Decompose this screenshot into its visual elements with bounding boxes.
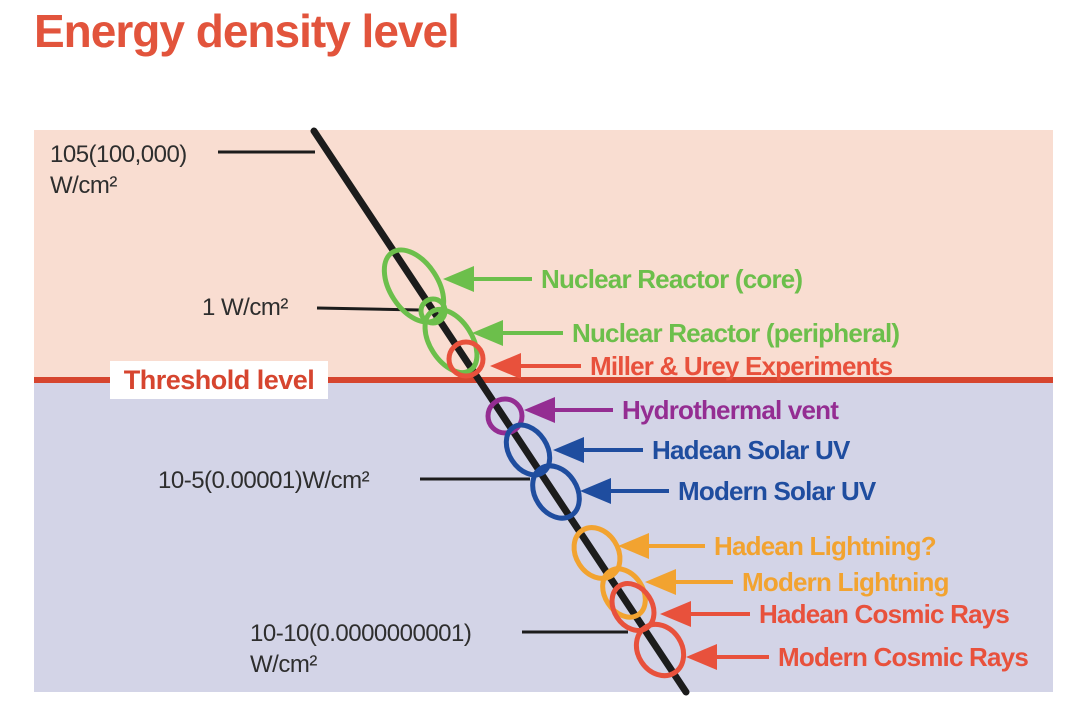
arrowhead-hadean-cosmic-rays [660, 601, 691, 627]
energy-density-line [310, 127, 690, 696]
marker-modern-solar-uv [530, 463, 582, 521]
annotation-label-hadean-lightning: Hadean Lightning? [714, 531, 936, 561]
arrowhead-miller-urey-experiments [490, 353, 521, 379]
marker-modern-lightning [600, 566, 648, 620]
arrowhead-hydrothermal-vent [524, 397, 555, 423]
region-above-threshold [34, 130, 1053, 380]
arrowhead-modern-cosmic-rays [686, 644, 717, 670]
annotation-label-nuclear-reactor-core: Nuclear Reactor (core) [541, 264, 802, 294]
annotation-label-modern-cosmic-rays: Modern Cosmic Rays [778, 642, 1028, 672]
figure-title: Energy density level [34, 5, 460, 57]
marker-hadean-lightning [571, 525, 623, 581]
marker-nuclear-reactor-peripheral [422, 306, 480, 376]
marker-hadean-solar-uv [503, 422, 553, 478]
arrowhead-hadean-lightning [618, 533, 649, 559]
threshold-label: Threshold level [110, 361, 328, 399]
arrowhead-modern-lightning [645, 569, 676, 595]
tick-label-1e-10: W/cm² [250, 651, 317, 678]
arrowhead-nuclear-reactor-peripheral [472, 320, 503, 346]
tick-label-1e5: W/cm² [50, 172, 117, 199]
arrowhead-nuclear-reactor-core [443, 266, 474, 292]
tick-label-1: 1 W/cm² [202, 294, 288, 321]
tick-label-1e-10: 10-10(0.0000000001) [250, 620, 471, 647]
marker-miller-urey-experiments [446, 339, 486, 379]
threshold-line [34, 377, 1053, 383]
region-below-threshold [34, 380, 1053, 692]
annotation-label-miller-urey-experiments: Miller & Urey Experiments [590, 351, 893, 381]
annotation-label-modern-solar-uv: Modern Solar UV [678, 476, 877, 506]
tick-label-1e5: 105(100,000) [50, 141, 187, 168]
annotation-label-nuclear-reactor-peripheral: Nuclear Reactor (peripheral) [572, 318, 899, 348]
annotation-label-hadean-solar-uv: Hadean Solar UV [652, 435, 851, 465]
marker-modern-cosmic-rays [633, 621, 687, 679]
annotation-label-hadean-cosmic-rays: Hadean Cosmic Rays [759, 599, 1009, 629]
annotation-label-modern-lightning: Modern Lightning [742, 567, 949, 597]
marker-nuclear-reactor-core [381, 247, 447, 325]
arrowhead-modern-solar-uv [580, 478, 611, 504]
marker-hydrothermal-vent [485, 396, 525, 436]
tick-label-1e-5: 10-5(0.00001)W/cm² [158, 467, 370, 494]
annotation-label-hydrothermal-vent: Hydrothermal vent [622, 395, 839, 425]
arrowhead-hadean-solar-uv [553, 437, 584, 463]
